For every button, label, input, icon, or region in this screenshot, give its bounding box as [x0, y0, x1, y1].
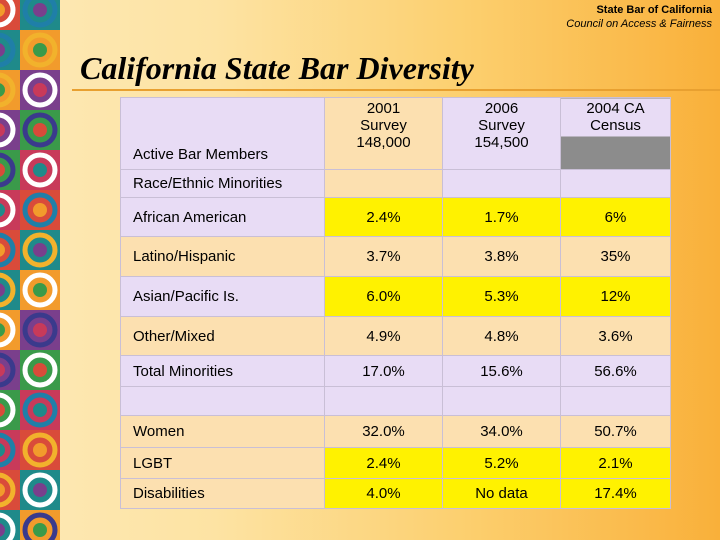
table-row: LGBT 2.4% 5.2% 2.1% [120, 447, 671, 479]
col1-line1: 2001 [366, 100, 401, 117]
value-2001: 4.9% [324, 316, 443, 356]
value-2001: 4.0% [324, 478, 443, 509]
table-row: Total Minorities 17.0% 15.6% 56.6% [120, 355, 671, 387]
decorative-ring-icon [0, 110, 20, 150]
row-label: Other/Mixed [120, 316, 325, 356]
decorative-ring-icon [20, 390, 60, 430]
decorative-ring-icon [0, 350, 20, 390]
table-row: Disabilities 4.0% No data 17.4% [120, 478, 671, 509]
organization-header: State Bar of California Council on Acces… [566, 3, 712, 31]
decorative-ring-icon [0, 510, 20, 540]
spacer-cell [324, 386, 443, 416]
decorative-ring-icon [0, 230, 20, 270]
slide-title: California State Bar Diversity [80, 50, 474, 86]
decorative-ring-icon [20, 230, 60, 270]
corner-label: Active Bar Members [120, 97, 325, 170]
value-2001: 6.0% [324, 276, 443, 317]
value-2001: 32.0% [324, 415, 443, 448]
decorative-ring-icon [20, 30, 60, 70]
section-label: Race/Ethnic Minorities [120, 169, 325, 198]
value-2006: 3.8% [442, 236, 561, 277]
decorative-circle-strip [0, 0, 60, 540]
value-2001: 17.0% [324, 355, 443, 387]
value-census: 50.7% [560, 415, 671, 448]
value-2006: 5.2% [442, 447, 561, 479]
decorative-ring-icon [20, 110, 60, 150]
value-2006: 4.8% [442, 316, 561, 356]
header-row: Active Bar Members 2001 Survey 148,000 2… [120, 97, 671, 170]
section-cell [324, 169, 443, 198]
value-census: 12% [560, 276, 671, 317]
col1-line2: Survey [360, 117, 407, 134]
decorative-ring-icon [0, 70, 20, 110]
value-2001: 2.4% [324, 197, 443, 237]
value-census: 6% [560, 197, 671, 237]
decorative-ring-icon [0, 150, 20, 190]
row-label: Total Minorities [120, 355, 325, 387]
decorative-ring-icon [0, 390, 20, 430]
value-census: 2.1% [560, 447, 671, 479]
value-census: 3.6% [560, 316, 671, 356]
row-label: Asian/Pacific Is. [120, 276, 325, 317]
value-2001: 2.4% [324, 447, 443, 479]
value-census: 17.4% [560, 478, 671, 509]
table-row: African American 2.4% 1.7% 6% [120, 197, 671, 237]
spacer-cell [120, 386, 325, 416]
value-2006: 5.3% [442, 276, 561, 317]
value-2006: No data [442, 478, 561, 509]
circle-pattern [0, 0, 60, 540]
row-label: LGBT [120, 447, 325, 479]
council-name: Council on Access & Fairness [566, 18, 712, 30]
section-cell [560, 169, 671, 198]
decorative-ring-icon [0, 0, 20, 30]
row-label: Disabilities [120, 478, 325, 509]
decorative-ring-icon [20, 150, 60, 190]
decorative-ring-icon [20, 270, 60, 310]
value-2006: 15.6% [442, 355, 561, 387]
column-header-2001: 2001 Survey 148,000 [324, 97, 443, 170]
table-row: Women 32.0% 34.0% 50.7% [120, 415, 671, 448]
row-label: African American [120, 197, 325, 237]
decorative-ring-icon [0, 430, 20, 470]
value-2006: 1.7% [442, 197, 561, 237]
col2-line1: 2006 [484, 100, 519, 117]
decorative-ring-icon [20, 510, 60, 540]
row-label: Women [120, 415, 325, 448]
decorative-ring-icon [20, 470, 60, 510]
row-label: Latino/Hispanic [120, 236, 325, 277]
decorative-ring-icon [20, 430, 60, 470]
decorative-ring-icon [0, 470, 20, 510]
decorative-ring-icon [20, 310, 60, 350]
value-census: 56.6% [560, 355, 671, 387]
section-row: Race/Ethnic Minorities [120, 169, 671, 198]
spacer-cell [560, 386, 671, 416]
title-underline [72, 89, 720, 91]
decorative-ring-icon [0, 270, 20, 310]
table-row: Asian/Pacific Is. 6.0% 5.3% 12% [120, 276, 671, 317]
diversity-table: Active Bar Members 2001 Survey 148,000 2… [120, 97, 671, 509]
decorative-ring-icon [0, 190, 20, 230]
col1-line3: 148,000 [356, 134, 411, 151]
spacer-cell [442, 386, 561, 416]
value-census: 35% [560, 236, 671, 277]
value-2001: 3.7% [324, 236, 443, 277]
col2-line3: 154,500 [474, 134, 529, 151]
col2-line2: Survey [478, 117, 525, 134]
column-header-census: 2004 CA Census [560, 97, 671, 170]
column-header-2006: 2006 Survey 154,500 [442, 97, 561, 170]
org-name: State Bar of California [596, 4, 712, 16]
decorative-ring-icon [20, 0, 60, 30]
decorative-ring-icon [20, 350, 60, 390]
decorative-ring-icon [20, 190, 60, 230]
decorative-ring-icon [20, 70, 60, 110]
col3-line2: Census [590, 117, 641, 134]
decorative-ring-icon [0, 30, 20, 70]
decorative-ring-icon [0, 310, 20, 350]
table-row: Latino/Hispanic 3.7% 3.8% 35% [120, 236, 671, 277]
table-row: Other/Mixed 4.9% 4.8% 3.6% [120, 316, 671, 356]
spacer-row [120, 386, 671, 416]
col3-line1: 2004 CA [586, 100, 645, 117]
section-cell [442, 169, 561, 198]
value-2006: 34.0% [442, 415, 561, 448]
